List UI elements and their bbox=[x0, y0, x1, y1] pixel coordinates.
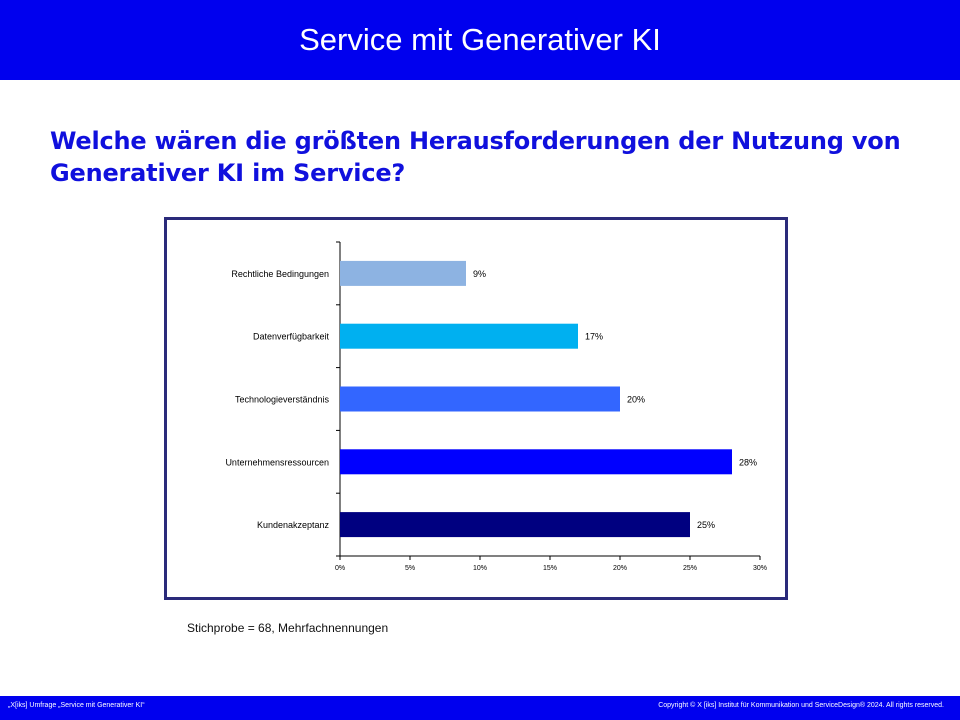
x-tick-label: 20% bbox=[613, 565, 627, 572]
x-tick-label: 10% bbox=[473, 565, 487, 572]
bar-3 bbox=[340, 386, 620, 412]
x-tick-label: 15% bbox=[543, 565, 557, 572]
footer-copyright: Copyright © X [iks] Institut für Kommuni… bbox=[658, 702, 944, 709]
x-tick-label: 25% bbox=[683, 565, 697, 572]
slide-header: Service mit Generativer KI bbox=[0, 0, 960, 80]
sample-note: Stichprobe = 68, Mehrfachnennungen bbox=[187, 621, 389, 635]
slide-footer: „X[iks] Umfrage „Service mit Generativer… bbox=[0, 696, 960, 720]
value-label: 17% bbox=[585, 332, 603, 342]
bar-chart: 0% 5% 10% 15% 20% 25% 30% Rechtliche Bedingunge… bbox=[225, 241, 767, 572]
question-heading: Welche wären die größten Herausforderung… bbox=[50, 127, 901, 187]
footer-survey-label: „X[iks] Umfrage „Service mit Generativer… bbox=[8, 702, 145, 709]
category-label: Datenverfügbarkeit bbox=[253, 332, 330, 342]
x-tick-label: 30% bbox=[753, 565, 767, 572]
value-label: 25% bbox=[697, 520, 715, 530]
category-label: Technologieverständnis bbox=[235, 395, 330, 405]
chart-frame: 0% 5% 10% 15% 20% 25% 30% Rechtliche Bedingunge… bbox=[164, 217, 788, 600]
x-tick-label: 5% bbox=[405, 565, 415, 572]
category-label: Unternehmensressourcen bbox=[225, 457, 329, 467]
x-tick-label: 0% bbox=[335, 565, 345, 572]
category-label: Kundenakzeptanz bbox=[257, 520, 330, 530]
category-label: Rechtliche Bedingungen bbox=[231, 269, 329, 279]
bar-5 bbox=[340, 512, 690, 538]
slide-title: Service mit Generativer KI bbox=[299, 22, 661, 57]
bar-4 bbox=[340, 449, 732, 475]
value-label: 28% bbox=[739, 457, 757, 467]
bar-2 bbox=[340, 323, 578, 349]
value-label: 20% bbox=[627, 395, 645, 405]
bar-1 bbox=[340, 260, 466, 286]
value-label: 9% bbox=[473, 269, 486, 279]
